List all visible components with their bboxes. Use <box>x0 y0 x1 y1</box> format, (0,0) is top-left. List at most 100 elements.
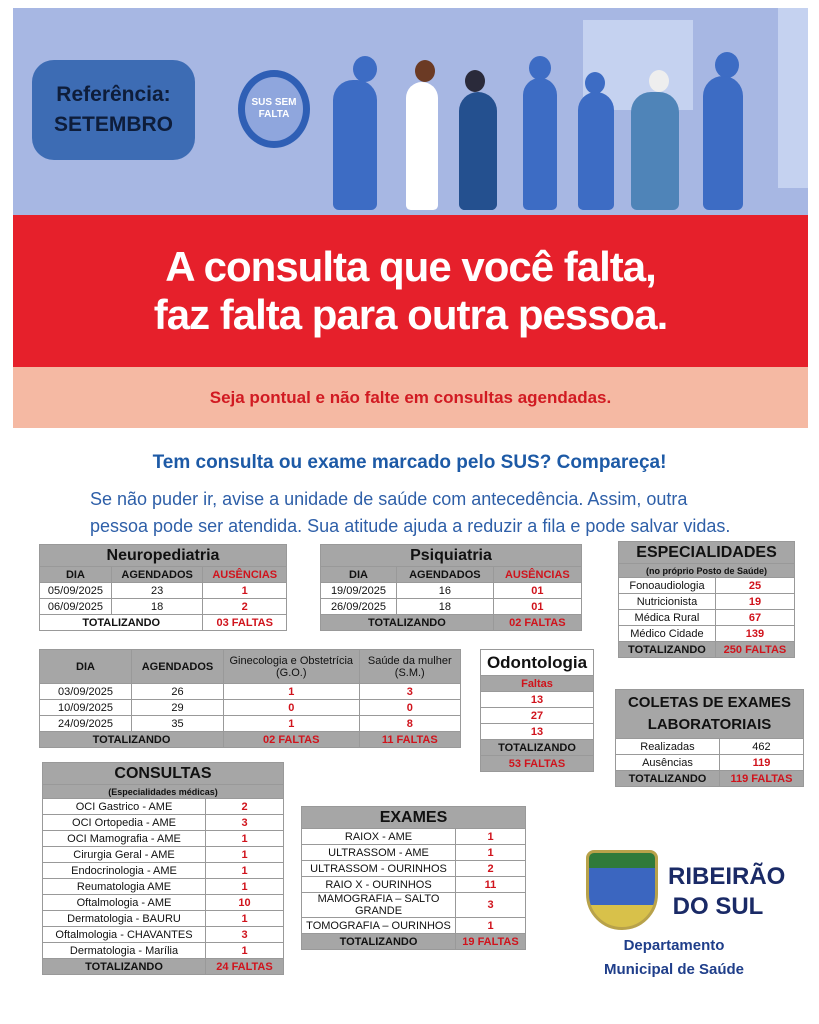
clock-text: FALTA <box>258 109 290 120</box>
total-row: TOTALIZANDO 119 FALTAS <box>615 770 805 787</box>
table-subtitle: (Especialidades médicas) <box>42 784 284 799</box>
ginecologia-table: DIA AGENDADOS Ginecologia e Obstetrícia (G… <box>39 649 462 748</box>
table-title: COLETAS DE EXAMES LABORATORIAIS <box>615 689 804 739</box>
hero-banner: Referência: SETEMBRO SUS SEM FALTA <box>13 8 808 215</box>
alarm-clock-icon: SUS SEM FALTA <box>238 70 310 148</box>
table-row: Fonoaudiologia 25 <box>618 577 796 594</box>
table-row: Dermatologia - BAURU 1 <box>42 910 284 927</box>
row-label: OCI Ortopedia - AME <box>42 814 206 831</box>
table-row: OCI Ortopedia - AME 3 <box>42 814 284 831</box>
department-name: Departamento Municipal de Saúde <box>603 937 745 978</box>
table-row: 27 <box>480 707 594 724</box>
row-label: Cirurgia Geral - AME <box>42 846 206 863</box>
row-label: ULTRASSOM - OURINHOS <box>301 860 456 877</box>
table-row: 13 <box>480 691 594 708</box>
col-header: AGENDADOS <box>131 649 224 684</box>
psiquiatria-table: Psiquiatria DIA AGENDADOS AUSÊNCIAS 19/09/… <box>320 544 583 631</box>
table-row: Nutricionista 19 <box>618 593 796 610</box>
total-row: TOTALIZANDO 19 FALTAS <box>301 933 526 950</box>
reference-label: Referência: <box>56 83 171 106</box>
consultas-table: CONSULTAS (Especialidades médicas) OCI G… <box>42 762 284 975</box>
table-row: OCI Mamografia - AME 1 <box>42 830 284 847</box>
col-header: DIA <box>320 566 397 583</box>
col-header: AUSÊNCIAS <box>202 566 287 583</box>
table-row: TOMOGRAFIA – OURINHOS 1 <box>301 917 526 934</box>
table-row: Médica Rural 67 <box>618 609 796 626</box>
clock-text: SUS SEM <box>251 97 297 108</box>
row-value: 1 <box>205 878 284 895</box>
especialidades-table: ESPECIALIDADES (no próprio Posto de Saúd… <box>618 541 796 658</box>
col-header: Faltas <box>480 675 594 692</box>
row-value: 1 <box>205 942 284 959</box>
table-row: 06/09/2025 18 2 <box>39 598 287 615</box>
row-label: ULTRASSOM - AME <box>301 844 456 861</box>
table-row: Reumatologia AME 1 <box>42 878 284 895</box>
row-label: Oftalmologia - AME <box>42 894 206 911</box>
table-subtitle: (no próprio Posto de Saúde) <box>618 563 795 578</box>
table-title: Neuropediatria <box>39 544 287 567</box>
row-value: 1 <box>455 917 526 934</box>
reference-month: SETEMBRO <box>53 113 173 136</box>
headline-line-1: A consulta que você falta, <box>165 243 657 290</box>
table-row: RAIOX - AME 1 <box>301 828 526 845</box>
row-label: Reumatologia AME <box>42 878 206 895</box>
intro-paragraph: Se não puder ir, avise a unidade de saúd… <box>90 489 731 536</box>
total-row: TOTALIZANDO 02 FALTAS 11 FALTAS <box>39 731 462 748</box>
col-header: Saúde da mulher (S.M.) <box>358 649 462 684</box>
table-row: Oftalmologia - AME 10 <box>42 894 284 911</box>
total-label: TOTALIZANDO <box>480 739 594 756</box>
table-title: ESPECIALIDADES <box>618 541 795 564</box>
col-header: Ginecologia e Obstetrícia (G.O.) <box>223 649 360 684</box>
total-row: TOTALIZANDO 250 FALTAS <box>618 641 796 658</box>
brand-name: RIBEIRÃO DO SUL <box>668 863 786 920</box>
total-row: TOTALIZANDO 24 FALTAS <box>42 958 284 975</box>
table-title: Psiquiatria <box>320 544 582 567</box>
table-row: 19/09/2025 16 01 <box>320 582 583 599</box>
odontologia-table: Odontologia Faltas 13 27 13 TOTALIZANDO … <box>480 649 594 772</box>
table-title: CONSULTAS <box>42 762 284 785</box>
total-value: 53 FALTAS <box>480 755 594 772</box>
total-row: TOTALIZANDO 03 FALTAS <box>38 614 287 631</box>
table-row: RAIO X - OURINHOS 11 <box>301 876 526 893</box>
table-title: Odontologia <box>480 649 594 676</box>
table-row: 10/09/2025 29 0 0 <box>39 699 462 716</box>
table-row: 24/09/2025 35 1 8 <box>39 715 462 732</box>
neuropediatria-table: Neuropediatria DIA AGENDADOS AUSÊNCIAS 05/… <box>38 544 287 631</box>
row-label: Oftalmologia - CHAVANTES <box>42 926 206 943</box>
row-value: 3 <box>205 814 284 831</box>
row-value: 3 <box>455 892 526 918</box>
table-row: Médico Cidade 139 <box>618 625 796 642</box>
row-value: 1 <box>455 828 526 845</box>
table-row: ULTRASSOM - OURINHOS 2 <box>301 860 526 877</box>
row-value: 10 <box>205 894 284 911</box>
col-header: AGENDADOS <box>110 566 204 583</box>
table-row: 13 <box>480 723 594 740</box>
table-row: Cirurgia Geral - AME 1 <box>42 846 284 863</box>
col-header: AGENDADOS <box>395 566 494 583</box>
row-label: MAMOGRAFIA – SALTO GRANDE <box>301 892 456 918</box>
table-row: 03/09/2025 26 1 3 <box>39 683 462 700</box>
row-label: Endocrinologia - AME <box>42 862 206 879</box>
headline-band: A consulta que você falta, faz falta par… <box>13 215 808 367</box>
row-value: 1 <box>205 846 284 863</box>
table-row: OCI Gastrico - AME 2 <box>42 798 284 815</box>
row-value: 2 <box>205 798 284 815</box>
table-row: ULTRASSOM - AME 1 <box>301 844 526 861</box>
reference-badge: Referência: SETEMBRO <box>32 60 195 160</box>
row-value: 1 <box>455 844 526 861</box>
section-heading: Tem consulta ou exame marcado pelo SUS? … <box>152 452 667 473</box>
col-header: AUSÊNCIAS <box>492 566 583 583</box>
table-row: Realizadas 462 <box>615 738 805 755</box>
row-label: OCI Gastrico - AME <box>42 798 206 815</box>
exames-table: EXAMES RAIOX - AME 1 ULTRASSOM - AME 1 ULTRA… <box>301 806 526 950</box>
door-illustration <box>778 8 808 188</box>
col-header: DIA <box>39 566 112 583</box>
table-row: 26/09/2025 18 01 <box>320 598 583 615</box>
row-label: Dermatologia - BAURU <box>42 910 206 927</box>
row-label: TOMOGRAFIA – OURINHOS <box>301 917 456 934</box>
row-value: 11 <box>455 876 526 893</box>
coletas-table: COLETAS DE EXAMES LABORATORIAIS Realizada… <box>615 689 805 787</box>
table-row: Oftalmologia - CHAVANTES 3 <box>42 926 284 943</box>
col-header: DIA <box>39 649 132 684</box>
table-row: MAMOGRAFIA – SALTO GRANDE 3 <box>301 892 526 918</box>
